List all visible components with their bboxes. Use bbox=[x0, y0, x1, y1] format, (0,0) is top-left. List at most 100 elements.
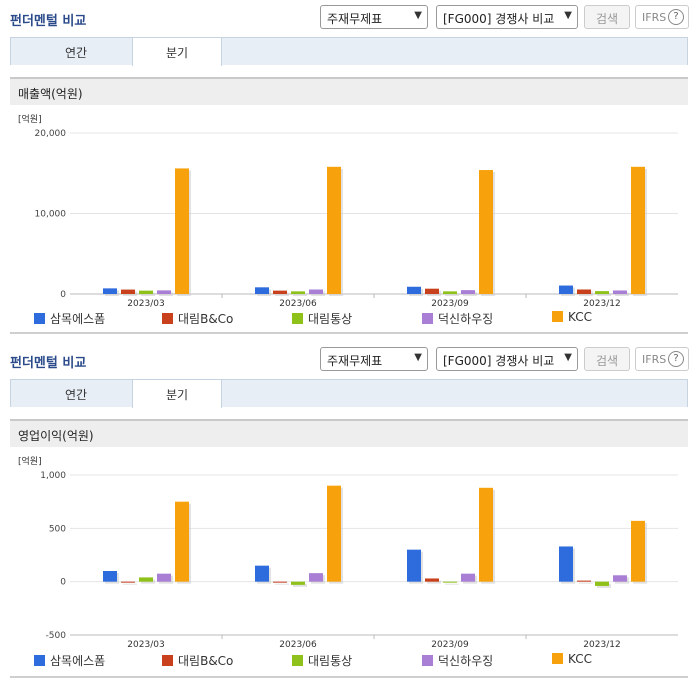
x-tick-label: 2023/09 bbox=[431, 299, 469, 308]
bar-shadow bbox=[275, 292, 289, 296]
ifrs-label: IFRS bbox=[642, 353, 667, 366]
legend-swatch bbox=[422, 655, 433, 666]
y-tick-label: 20,000 bbox=[35, 129, 67, 139]
legend-label: 대림통상 bbox=[308, 312, 353, 326]
legend-item[interactable]: 덕신하우징 bbox=[422, 310, 493, 327]
section-header: 영업이익(억원) bbox=[10, 419, 688, 447]
legend-swatch bbox=[552, 653, 563, 664]
unit-label: [억원] bbox=[18, 455, 42, 467]
bar bbox=[291, 291, 305, 294]
bar-shadow bbox=[597, 293, 611, 296]
revenue-chart-svg: [억원] 0 10,000 20,000 2023/03 2023/06 2023/09 20… bbox=[18, 113, 678, 309]
bar bbox=[309, 573, 323, 582]
legend-item[interactable]: 대림B&Co bbox=[162, 310, 233, 327]
chevron-down-icon: ▼ bbox=[414, 352, 422, 363]
chevron-down-icon: ▼ bbox=[414, 10, 422, 21]
search-button[interactable]: 검색 bbox=[584, 347, 630, 371]
y-tick-label: 0 bbox=[60, 290, 66, 300]
operating-profit-legend: 삼목에스폼 대림B&Co 대림통상 덕신하우징 KCC bbox=[10, 650, 688, 670]
compare-select-value: [FG000] 경쟁사 비교 bbox=[443, 354, 555, 368]
bar bbox=[157, 573, 171, 582]
period-tabs: 연간 분기 bbox=[10, 379, 688, 408]
legend-item[interactable]: 대림통상 bbox=[292, 310, 352, 327]
bar bbox=[273, 290, 287, 294]
legend-item[interactable]: KCC bbox=[552, 652, 592, 666]
bar bbox=[443, 581, 457, 583]
fundamental-panel-2: 펀더멘털 비교 주재무제표 ▼ [FG000] 경쟁사 비교 ▼ 검색 IFRS? … bbox=[0, 342, 696, 684]
legend-swatch bbox=[34, 313, 45, 324]
operating-profit-chart-svg: [억원] -500 0 500 1,000 2023/03 2023/06 2023/09 20… bbox=[18, 455, 678, 650]
legend-swatch bbox=[422, 313, 433, 324]
x-tick-label: 2023/12 bbox=[583, 640, 620, 650]
bar-shadow bbox=[579, 582, 593, 584]
bar bbox=[559, 285, 573, 294]
bar bbox=[631, 520, 645, 582]
statement-select[interactable]: 주재무제표 ▼ bbox=[320, 347, 428, 371]
legend-label: 대림B&Co bbox=[178, 312, 234, 326]
bar bbox=[461, 573, 475, 582]
legend-item[interactable]: 삼목에스폼 bbox=[34, 310, 105, 327]
legend-label: 대림통상 bbox=[308, 654, 353, 668]
bar-shadow bbox=[445, 583, 459, 585]
tab-quarterly[interactable]: 분기 bbox=[132, 37, 222, 66]
bar bbox=[577, 580, 591, 582]
ifrs-help-button[interactable]: IFRS? bbox=[635, 5, 689, 29]
bar bbox=[121, 581, 135, 583]
bar-shadow bbox=[427, 580, 441, 584]
unit-label: [억원] bbox=[18, 113, 42, 125]
chevron-down-icon: ▼ bbox=[564, 352, 572, 363]
x-tick-label: 2023/03 bbox=[127, 299, 164, 308]
help-icon: ? bbox=[668, 351, 684, 367]
legend-swatch bbox=[292, 313, 303, 324]
tab-quarterly[interactable]: 분기 bbox=[132, 379, 222, 408]
statement-select-value: 주재무제표 bbox=[327, 12, 383, 26]
revenue-chart: [억원] 0 10,000 20,000 2023/03 2023/06 2023/09 20… bbox=[10, 110, 688, 309]
bar bbox=[577, 289, 591, 294]
bar-shadow bbox=[141, 292, 155, 296]
y-tick-label: 10,000 bbox=[35, 210, 67, 220]
legend-item[interactable]: KCC bbox=[552, 310, 592, 324]
bar bbox=[139, 290, 153, 294]
bar bbox=[273, 581, 287, 583]
bar bbox=[595, 581, 609, 586]
bar bbox=[595, 291, 609, 294]
section-title: 매출액(억원) bbox=[18, 87, 83, 101]
x-tick-label: 2023/12 bbox=[583, 299, 620, 308]
legend-item[interactable]: 삼목에스폼 bbox=[34, 652, 105, 669]
compare-select[interactable]: [FG000] 경쟁사 비교 ▼ bbox=[436, 5, 578, 29]
bar bbox=[559, 546, 573, 582]
y-tick-label: 500 bbox=[49, 524, 66, 534]
operating-profit-chart: [억원] -500 0 500 1,000 2023/03 2023/06 2023/09 20… bbox=[10, 452, 688, 650]
ifrs-help-button[interactable]: IFRS? bbox=[635, 347, 689, 371]
compare-select[interactable]: [FG000] 경쟁사 비교 ▼ bbox=[436, 347, 578, 371]
bar bbox=[613, 575, 627, 582]
bar bbox=[327, 166, 341, 294]
bar bbox=[631, 166, 645, 294]
legend-label: 대림B&Co bbox=[178, 654, 234, 668]
x-tick-label: 2023/06 bbox=[279, 640, 317, 650]
x-tick-label: 2023/03 bbox=[127, 640, 164, 650]
panel-title: 펀더멘털 비교 bbox=[10, 14, 87, 29]
legend-swatch bbox=[34, 655, 45, 666]
bar bbox=[103, 571, 117, 582]
period-tabs: 연간 분기 bbox=[10, 37, 688, 66]
legend-item[interactable]: 대림B&Co bbox=[162, 652, 233, 669]
bar bbox=[443, 291, 457, 294]
bar bbox=[175, 168, 189, 294]
legend-item[interactable]: 대림통상 bbox=[292, 652, 352, 669]
legend-item[interactable]: 덕신하우징 bbox=[422, 652, 493, 669]
bar bbox=[309, 289, 323, 294]
search-button[interactable]: 검색 bbox=[584, 5, 630, 29]
bar-shadow bbox=[293, 583, 307, 587]
tab-annual[interactable]: 연간 bbox=[64, 388, 88, 402]
chevron-down-icon: ▼ bbox=[564, 10, 572, 21]
section-title: 영업이익(억원) bbox=[18, 429, 94, 443]
tab-annual[interactable]: 연간 bbox=[64, 46, 88, 60]
panel-divider bbox=[10, 332, 688, 334]
legend-label: KCC bbox=[568, 652, 592, 666]
statement-select-value: 주재무제표 bbox=[327, 354, 383, 368]
statement-select[interactable]: 주재무제표 ▼ bbox=[320, 5, 428, 29]
bar-shadow bbox=[275, 583, 289, 585]
y-tick-label: 0 bbox=[60, 578, 66, 588]
panel-title: 펀더멘털 비교 bbox=[10, 356, 87, 371]
